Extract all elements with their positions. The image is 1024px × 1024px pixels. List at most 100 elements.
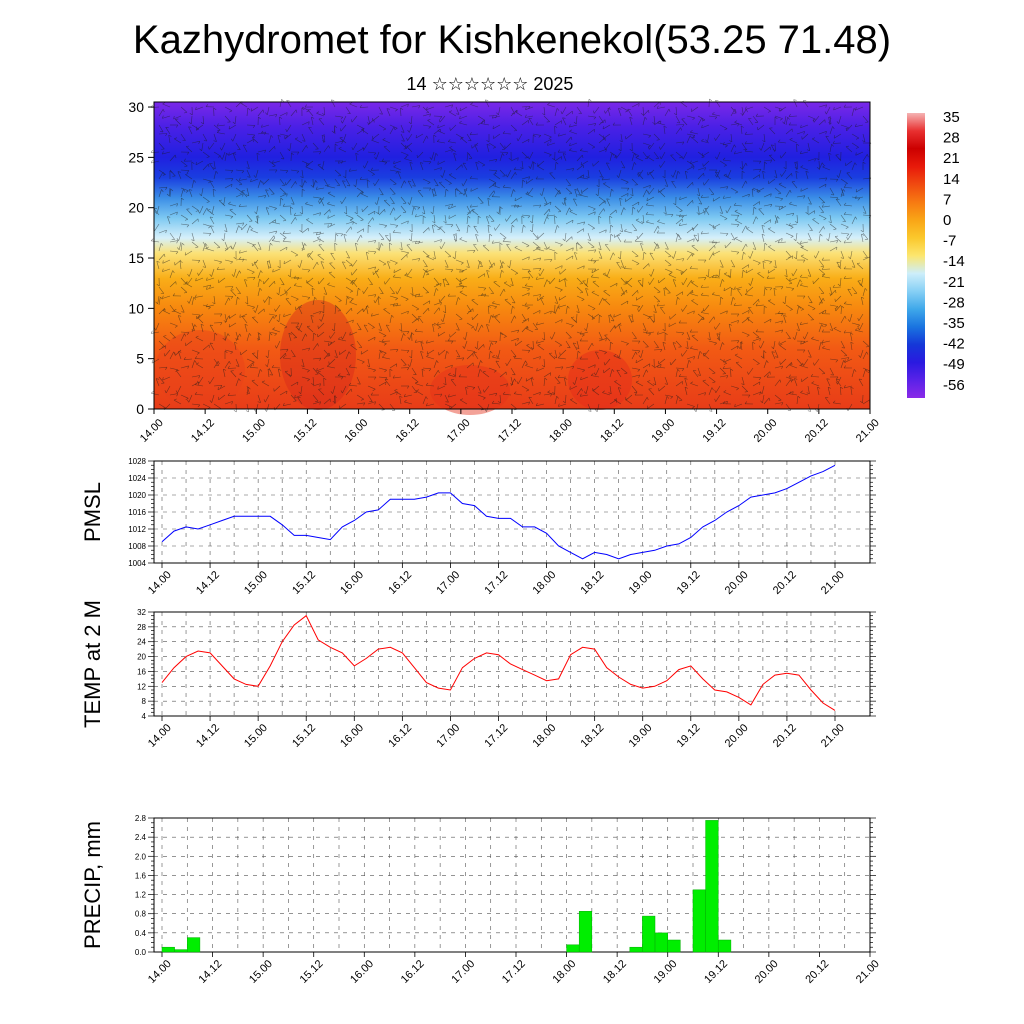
wind-barb bbox=[327, 284, 336, 288]
wind-barb-flag bbox=[769, 287, 773, 291]
wind-barb-flag bbox=[371, 174, 375, 176]
wind-barb bbox=[616, 370, 622, 378]
wind-barb bbox=[158, 253, 165, 261]
wind-barb-flag bbox=[512, 305, 515, 309]
wind-barb bbox=[223, 369, 226, 378]
wind-barb-flag bbox=[611, 188, 614, 192]
wind-barb bbox=[609, 224, 611, 234]
wind-barb-flag bbox=[228, 297, 231, 301]
wind-barb-flag bbox=[448, 183, 452, 185]
wind-barb bbox=[697, 211, 706, 216]
wind-barb bbox=[862, 232, 869, 240]
wind-barb-flag bbox=[644, 117, 648, 120]
wind-barb-flag bbox=[594, 249, 597, 253]
wind-barb bbox=[752, 168, 762, 171]
y-tick-label: 0 bbox=[136, 401, 144, 417]
wind-barb-flag bbox=[327, 191, 331, 194]
wind-barb bbox=[224, 315, 230, 324]
wind-barb bbox=[822, 205, 831, 208]
wind-barb bbox=[521, 318, 529, 324]
wind-barb-flag bbox=[764, 242, 768, 246]
wind-barb bbox=[466, 385, 475, 388]
wind-barb-flag bbox=[447, 338, 451, 341]
wind-barb-flag bbox=[307, 254, 309, 258]
wind-barb bbox=[356, 308, 364, 315]
wind-barb bbox=[730, 232, 736, 241]
wind-barb-flag bbox=[647, 155, 651, 157]
wind-barb bbox=[349, 366, 358, 369]
wind-barb bbox=[339, 137, 347, 144]
wind-barb-flag bbox=[317, 325, 319, 329]
wind-barb-flag bbox=[722, 157, 726, 161]
wind-barb bbox=[356, 394, 364, 400]
wind-barb-flag bbox=[311, 287, 315, 290]
wind-barb bbox=[301, 169, 304, 178]
wind-barb bbox=[700, 196, 710, 198]
wind-barb-flag bbox=[169, 170, 173, 173]
wind-barb-flag bbox=[239, 184, 243, 186]
wind-barb-flag bbox=[251, 271, 255, 274]
wind-barb bbox=[282, 232, 292, 235]
wind-barb bbox=[283, 357, 292, 360]
wind-barb bbox=[572, 342, 578, 351]
wind-barb bbox=[367, 401, 376, 405]
wind-barb bbox=[565, 207, 570, 216]
wind-barb-flag bbox=[535, 276, 538, 280]
wind-barb bbox=[587, 249, 596, 252]
wind-barb bbox=[378, 223, 387, 226]
wind-barb-flag bbox=[321, 301, 324, 305]
wind-barb bbox=[349, 169, 358, 172]
wind-barb bbox=[804, 331, 809, 340]
wind-barb-flag bbox=[539, 356, 541, 360]
wind-barb-flag bbox=[239, 314, 241, 318]
wind-barb bbox=[400, 322, 403, 332]
wind-barb-flag bbox=[523, 224, 526, 228]
wind-barb bbox=[265, 207, 270, 216]
wind-barb bbox=[858, 313, 864, 321]
wind-barb bbox=[647, 156, 655, 162]
x-tick-label: 18.00 bbox=[530, 722, 558, 750]
wind-barb bbox=[796, 304, 804, 310]
wind-barb bbox=[620, 259, 625, 268]
wind-barb bbox=[213, 332, 216, 342]
wind-barb-flag bbox=[517, 157, 519, 161]
wind-barb-flag bbox=[473, 328, 477, 331]
wind-barb-flag bbox=[285, 135, 288, 138]
wind-barb bbox=[603, 183, 611, 189]
wind-barb-flag bbox=[569, 207, 572, 211]
wind-barb bbox=[856, 263, 864, 270]
wind-barb-flag bbox=[832, 140, 835, 144]
wind-barb bbox=[422, 367, 432, 370]
wind-barb-flag bbox=[792, 213, 795, 217]
wind-barb bbox=[307, 253, 314, 261]
wind-barb bbox=[186, 208, 193, 216]
wind-barb bbox=[459, 291, 468, 297]
wind-barb-flag bbox=[351, 281, 353, 285]
wind-barb bbox=[569, 142, 578, 147]
wind-barb-flag bbox=[414, 328, 418, 332]
wind-barb bbox=[448, 214, 457, 219]
wind-barb-flag bbox=[428, 161, 432, 165]
wind-barb bbox=[785, 277, 793, 284]
wind-barb-flag bbox=[515, 172, 517, 176]
wind-barb bbox=[422, 106, 430, 113]
wind-barb-flag bbox=[832, 400, 836, 404]
wind-barb-flag bbox=[465, 386, 469, 389]
wind-barb bbox=[235, 142, 241, 150]
wind-barb bbox=[768, 300, 776, 306]
wind-barb-flag bbox=[554, 125, 558, 128]
wind-barb bbox=[744, 142, 754, 145]
wind-barb bbox=[454, 250, 457, 259]
wind-barb-flag bbox=[249, 364, 253, 368]
wind-barb bbox=[301, 243, 305, 252]
wind-barb-flag bbox=[269, 332, 273, 336]
wind-barb bbox=[726, 205, 732, 214]
wind-barb bbox=[642, 397, 648, 405]
y-tick-label: 1020 bbox=[128, 491, 146, 500]
wind-barb-flag bbox=[181, 242, 185, 246]
wind-barb-flag bbox=[447, 139, 451, 142]
wind-barb bbox=[642, 109, 649, 117]
wind-barb bbox=[455, 357, 464, 360]
wind-barb bbox=[528, 118, 534, 126]
wind-barb-flag bbox=[623, 239, 627, 243]
